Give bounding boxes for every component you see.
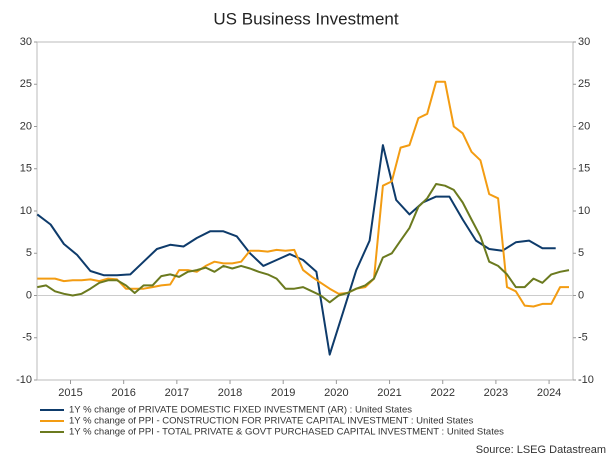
x-tick-label: 2023: [484, 387, 508, 399]
plot-frame: [36, 41, 574, 381]
x-tick-label: 2020: [324, 387, 348, 399]
y-tick-label: -10: [16, 374, 32, 386]
y-tick-label: 5: [26, 247, 32, 259]
y2-tick-label: 5: [578, 247, 584, 259]
source-note: Source: LSEG Datastream: [476, 444, 606, 456]
legend-label: 1Y % change of PRIVATE DOMESTIC FIXED IN…: [69, 405, 412, 416]
y-tick-label: 10: [20, 205, 32, 217]
x-tick-label: 2018: [218, 387, 242, 399]
y2-tick-label: 10: [578, 205, 590, 217]
y-tick-label: 30: [20, 36, 32, 48]
chart-title: US Business Investment: [213, 9, 398, 28]
y2-tick-label: 25: [578, 78, 590, 90]
x-tick-label: 2019: [271, 387, 295, 399]
legend-label: 1Y % change of PPI - TOTAL PRIVATE & GOV…: [69, 427, 504, 438]
y2-tick-label: 0: [578, 289, 584, 301]
x-tick-label: 2017: [165, 387, 189, 399]
series-line: [37, 183, 570, 304]
y2-tick-label: 15: [578, 163, 590, 175]
series-line: [37, 80, 569, 308]
x-tick-label: 2024: [537, 387, 561, 399]
legend-label: 1Y % change of PPI - CONSTRUCTION FOR PR…: [69, 416, 473, 427]
y2-tick-label: -5: [578, 332, 588, 344]
y-tick-label: 15: [20, 163, 32, 175]
y2-tick-label: 20: [578, 120, 590, 132]
x-tick-label: 2016: [111, 387, 135, 399]
x-tick-label: 2021: [377, 387, 401, 399]
y-tick-label: 20: [20, 120, 32, 132]
y2-tick-label: 30: [578, 36, 590, 48]
x-tick-label: 2022: [430, 387, 454, 399]
series-line: [36, 144, 556, 356]
y-tick-label: -5: [22, 332, 32, 344]
y-tick-label: 25: [20, 78, 32, 90]
x-tick-label: 2015: [58, 387, 82, 399]
y2-tick-label: -10: [578, 374, 594, 386]
y-tick-label: 0: [26, 289, 32, 301]
